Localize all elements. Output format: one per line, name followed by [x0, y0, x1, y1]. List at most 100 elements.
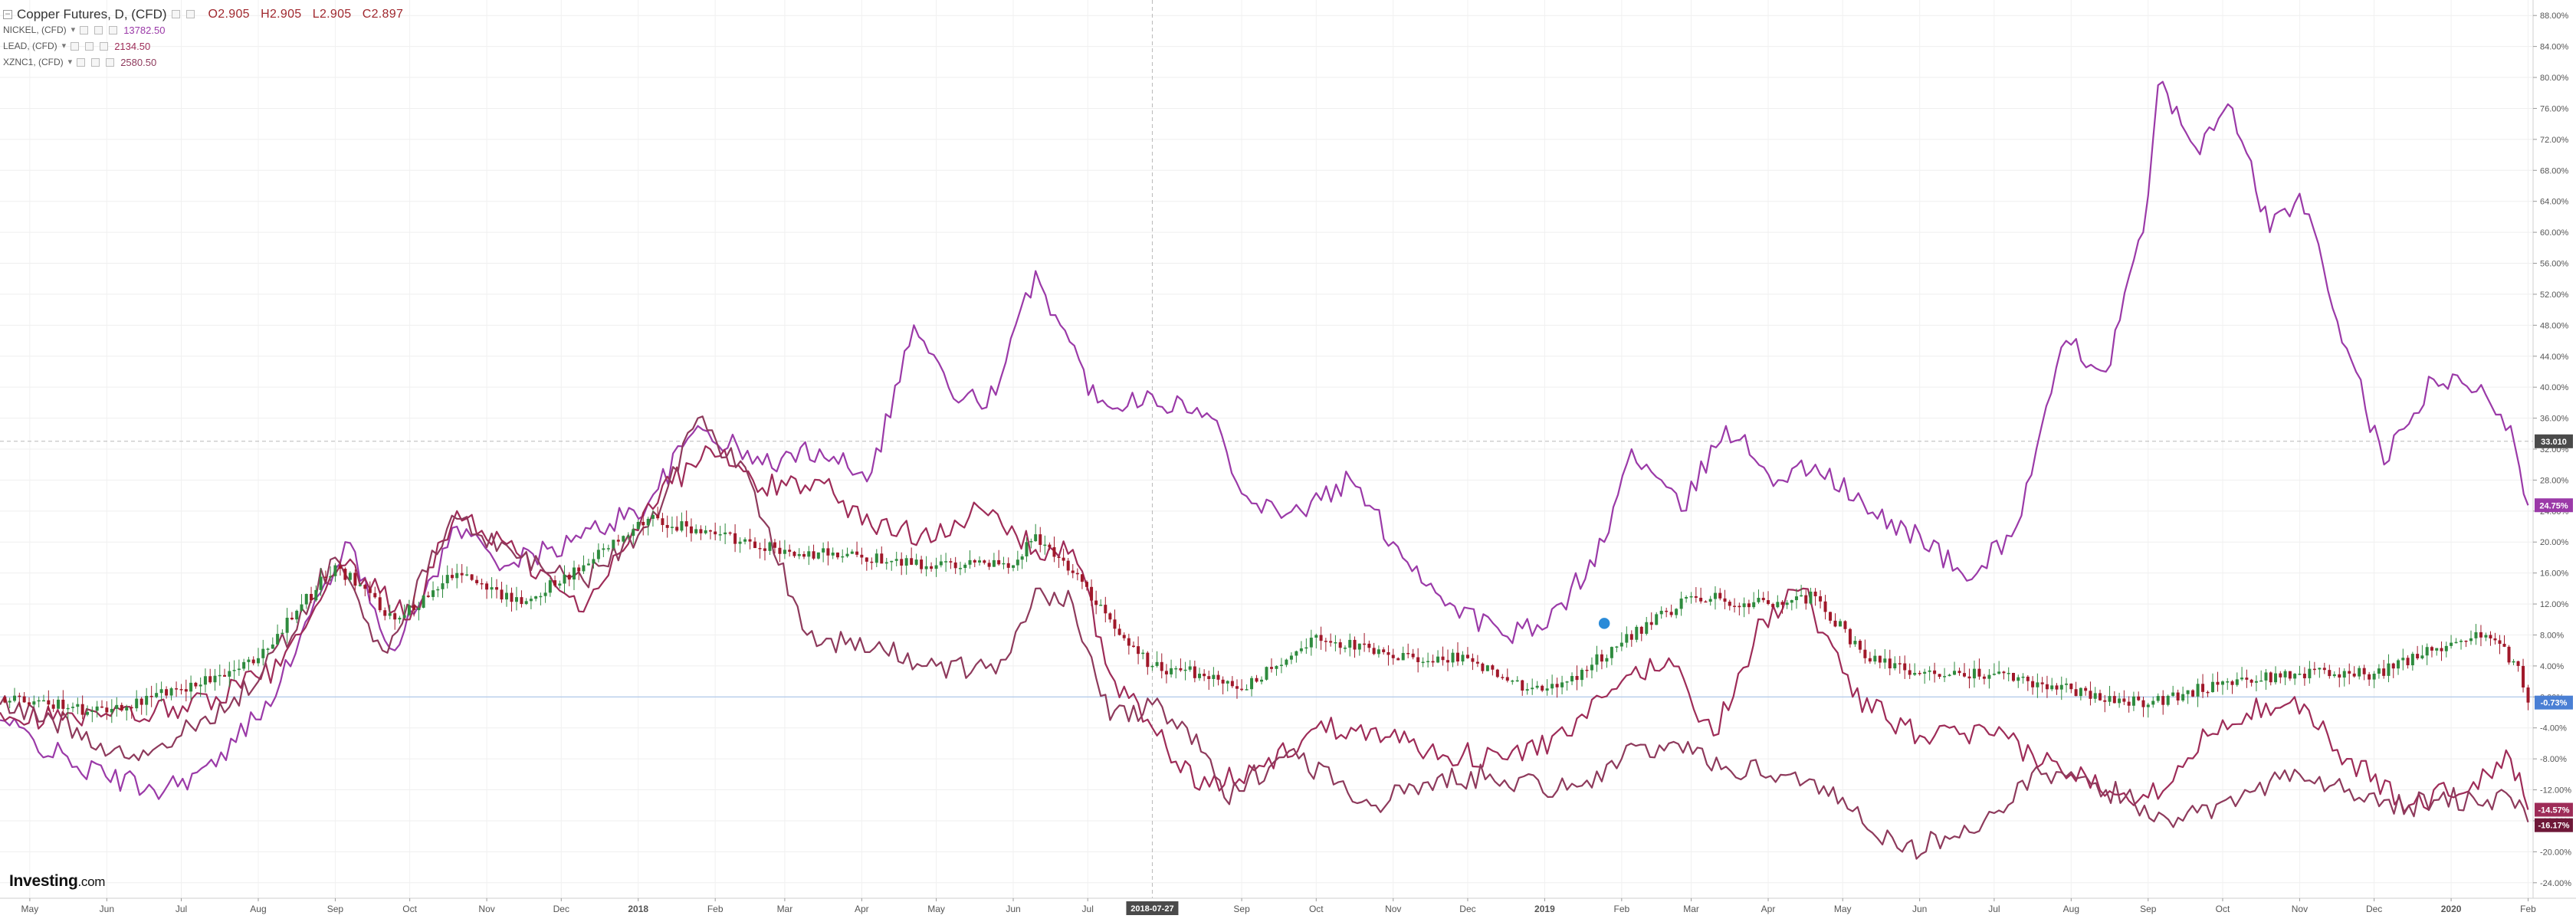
candle-body [1304, 647, 1308, 649]
candle-body [2230, 681, 2234, 685]
candle-body [2401, 658, 2405, 661]
candle-body [1289, 655, 1293, 660]
x-tick-label: Sep [2140, 904, 2157, 914]
candle-body [1689, 596, 1693, 598]
ohlc-high-value: 2.905 [269, 8, 302, 21]
candle-body [2318, 668, 2322, 670]
ohlc-low-value: 2.905 [319, 8, 352, 21]
candle-body [2435, 648, 2439, 651]
candle-body [1357, 643, 1361, 650]
eye-icon[interactable] [77, 58, 86, 67]
y-tick-label: 52.00% [2540, 290, 2569, 300]
legend-item-lead[interactable]: LEAD, (CFD) ▾ 2134.50 [3, 38, 403, 54]
candle-body [149, 695, 153, 697]
candle-body [261, 648, 265, 658]
candle-body [1431, 661, 1435, 663]
candle-body [2512, 661, 2515, 663]
candle-body [646, 518, 650, 526]
candle-body [169, 688, 173, 696]
candle-body [1531, 687, 1534, 690]
y-tick-label: 28.00% [2540, 476, 2569, 485]
legend-value-zinc: 2580.50 [120, 57, 157, 68]
candle-body [1475, 661, 1479, 664]
chevron-down-icon[interactable]: ▾ [61, 41, 67, 51]
candle-body [1742, 603, 1746, 608]
candle-body [1501, 677, 1505, 678]
x-tick-label: Dec [1459, 904, 1475, 914]
candle-body [175, 688, 179, 690]
candle-body [743, 539, 747, 542]
legend-item-nickel[interactable]: NICKEL, (CFD) ▾ 13782.50 [3, 22, 403, 38]
ohlc-close-value: 2.897 [371, 8, 404, 21]
candle-body [1600, 654, 1603, 662]
candle-body [831, 553, 835, 556]
candle-body [563, 574, 566, 584]
candle-body [978, 560, 982, 563]
candle-body [2377, 668, 2381, 674]
candle-body [412, 605, 416, 610]
close-icon[interactable] [185, 10, 195, 18]
candle-body [1649, 622, 1653, 625]
candle-body [2122, 698, 2126, 702]
settings-icon[interactable] [91, 58, 100, 67]
candle-body [348, 573, 352, 580]
candle-body [490, 587, 494, 590]
candle-body [2118, 698, 2122, 704]
candle-body [2191, 690, 2195, 697]
candle-body [460, 573, 464, 576]
candle-body [1723, 598, 1727, 602]
candle-body [2050, 685, 2054, 690]
candle-body [1416, 657, 1420, 662]
candle-body [1699, 597, 1703, 602]
series-line-lead[interactable] [0, 445, 2529, 813]
candle-body [1610, 647, 1613, 658]
eye-icon[interactable] [71, 42, 80, 51]
candle-body [2493, 638, 2497, 641]
candle-body [807, 551, 811, 557]
candle-body [135, 698, 139, 709]
candle-body [684, 521, 688, 527]
candle-body [612, 540, 615, 549]
candle-body [1122, 635, 1126, 638]
candle-body [285, 618, 289, 633]
candle-body [208, 676, 212, 683]
candle-body [1858, 641, 1862, 650]
candle-body [1188, 666, 1192, 670]
candle-body [1235, 686, 1239, 689]
series-line-xznc1[interactable] [0, 415, 2529, 860]
candle-body [1216, 674, 1220, 680]
candle-body [850, 551, 854, 554]
collapse-legend-icon[interactable]: – [3, 9, 12, 19]
y-tick-label: -12.00% [2540, 786, 2571, 796]
candle-body [1099, 605, 1103, 606]
candle-body [1348, 639, 1352, 648]
y-tick-label: 60.00% [2540, 228, 2569, 238]
settings-icon[interactable] [171, 10, 180, 18]
candle-body [2036, 682, 2039, 687]
settings-icon[interactable] [94, 26, 103, 34]
close-icon[interactable] [100, 42, 109, 51]
chevron-down-icon[interactable]: ▾ [71, 25, 76, 34]
close-icon[interactable] [106, 58, 115, 67]
candle-body [1240, 688, 1244, 691]
eye-icon[interactable] [80, 26, 89, 34]
y-tick-label: 8.00% [2540, 631, 2564, 640]
candle-body [2206, 691, 2210, 694]
candle-body [949, 561, 953, 563]
event-marker-icon[interactable] [1597, 616, 1611, 631]
candle-body [2065, 683, 2069, 685]
candle-body [1675, 609, 1679, 615]
chevron-down-icon[interactable]: ▾ [67, 57, 73, 67]
candle-body [1570, 675, 1574, 682]
candle-body [632, 529, 635, 536]
candle-body [1160, 661, 1163, 671]
close-icon[interactable] [109, 26, 118, 34]
series-line-nickel[interactable] [0, 80, 2529, 800]
candle-body [1813, 591, 1817, 596]
candle-body [875, 553, 878, 563]
legend-item-zinc[interactable]: XZNC1, (CFD) ▾ 2580.50 [3, 54, 403, 71]
candle-body [76, 704, 80, 707]
settings-icon[interactable] [85, 42, 94, 51]
